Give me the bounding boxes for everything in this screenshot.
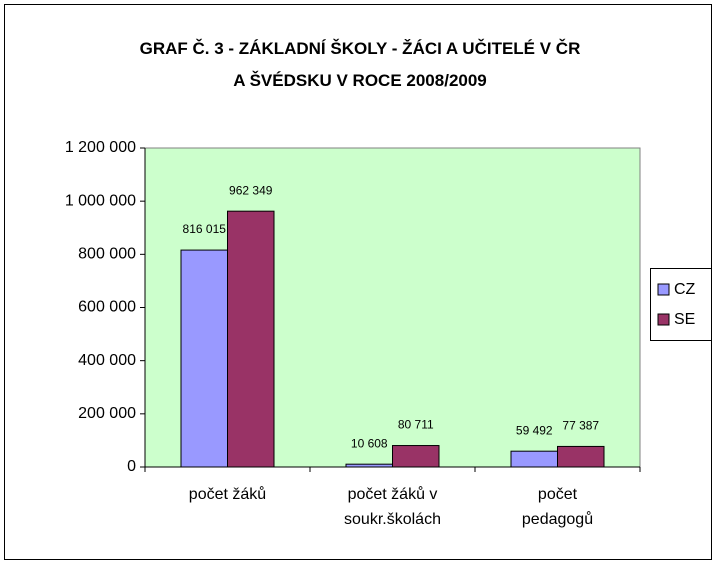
y-tick-label: 1 200 000 bbox=[65, 139, 136, 156]
data-label: 962 349 bbox=[229, 183, 273, 197]
legend-box bbox=[650, 268, 712, 341]
legend-swatch bbox=[657, 283, 670, 296]
x-tick-label: počet pedagogů bbox=[522, 486, 593, 528]
legend-swatch bbox=[657, 313, 670, 326]
y-tick-label: 400 000 bbox=[78, 352, 136, 369]
x-tick-label: počet žáků bbox=[189, 485, 266, 503]
y-tick-label: 200 000 bbox=[78, 405, 136, 422]
data-label: 816 015 bbox=[183, 222, 227, 236]
legend: CZ SE bbox=[650, 268, 712, 341]
y-tick-label: 0 bbox=[127, 458, 136, 475]
bar bbox=[345, 463, 393, 468]
bar bbox=[557, 445, 605, 468]
bar bbox=[510, 450, 558, 468]
bar bbox=[392, 445, 440, 468]
data-label: 59 492 bbox=[516, 423, 553, 437]
x-tick-label: počet žáků v soukr.školách bbox=[344, 485, 441, 528]
bar bbox=[180, 249, 228, 468]
y-tick-label: 800 000 bbox=[78, 246, 136, 263]
legend-label: CZ bbox=[674, 281, 696, 298]
y-tick-label: 600 000 bbox=[78, 299, 136, 316]
bar bbox=[227, 210, 275, 468]
legend-label: SE bbox=[674, 311, 695, 328]
data-label: 77 387 bbox=[562, 419, 599, 433]
chart-title: GRAF Č. 3 - ZÁKLADNÍ ŠKOLY - ŽÁCI A UČIT… bbox=[140, 39, 581, 90]
data-label: 10 608 bbox=[351, 436, 388, 450]
data-label: 80 711 bbox=[398, 418, 434, 432]
y-tick-label: 1 000 000 bbox=[65, 192, 136, 209]
